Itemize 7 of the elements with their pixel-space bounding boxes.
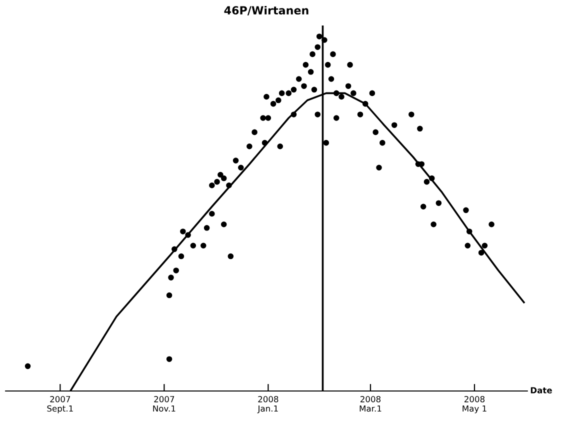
x-tick-label: 2008 Mar.1: [360, 396, 382, 412]
x-tick-label: 2008 May 1: [462, 396, 486, 414]
x-tick-label: 2007 Sept.1: [47, 396, 73, 414]
x-axis-title: Date: [530, 387, 552, 394]
x-tick-label: 2008 Jan.1: [257, 396, 278, 414]
x-tick-label: 2007 Nov.1: [153, 396, 176, 412]
chart-title: 46P/Wirtanen: [224, 6, 308, 16]
